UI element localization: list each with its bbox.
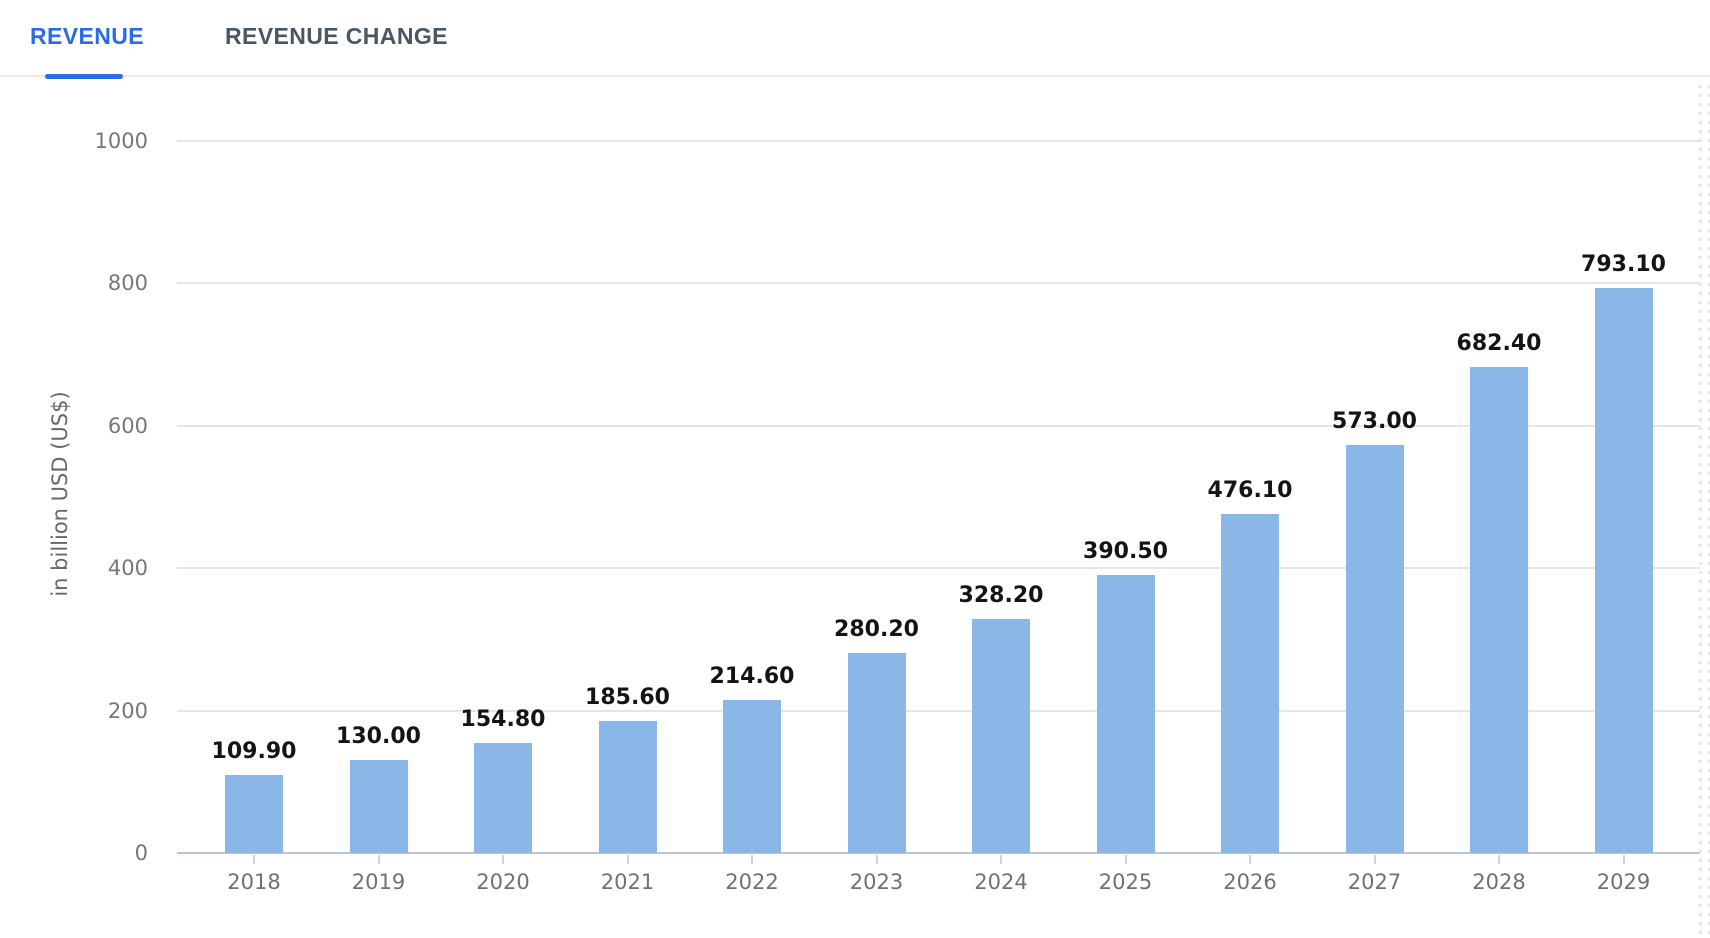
value-label-2028: 682.40 <box>1456 331 1542 357</box>
gridline-600 <box>177 424 1700 427</box>
x-tick-label-2023: 2023 <box>849 870 904 894</box>
bar-2029[interactable] <box>1594 288 1653 853</box>
x-tick-mark-2019 <box>377 855 380 864</box>
bar-2022[interactable] <box>723 700 781 853</box>
bar-2019[interactable] <box>349 760 408 853</box>
y-tick-label-600: 600 <box>107 413 148 438</box>
x-tick-mark-2027 <box>1373 855 1376 864</box>
tab-separator-line <box>0 75 1710 77</box>
value-label-2024: 328.20 <box>958 583 1044 609</box>
x-tick-mark-2024 <box>1000 855 1002 864</box>
x-tick-mark-2020 <box>502 855 504 864</box>
x-tick-mark-2021 <box>626 855 629 864</box>
y-tick-label-800: 800 <box>107 271 148 296</box>
x-tick-label-2018: 2018 <box>227 870 281 894</box>
active-tab-underline <box>45 74 123 79</box>
value-label-2027: 573.00 <box>1332 409 1417 435</box>
x-tick-mark-2022 <box>751 855 753 864</box>
tab-revenue-change[interactable]: REVENUE CHANGE <box>225 0 465 80</box>
background-dot-pattern <box>1696 82 1710 938</box>
x-tick-mark-2026 <box>1249 855 1251 864</box>
bar-2027[interactable] <box>1345 445 1404 853</box>
x-tick-mark-2028 <box>1498 855 1500 864</box>
value-label-2022: 214.60 <box>709 664 795 690</box>
tab-revenue-label: REVENUE <box>30 23 144 49</box>
gridline-1000 <box>177 140 1700 142</box>
bar-2018[interactable] <box>225 774 283 853</box>
bar-2021[interactable] <box>598 720 657 853</box>
value-label-2026: 476.10 <box>1207 478 1293 504</box>
x-tick-mark-2025 <box>1124 855 1127 864</box>
x-tick-mark-2018 <box>253 855 255 864</box>
x-tick-label-2029: 2029 <box>1596 870 1651 894</box>
bar-2023[interactable] <box>847 653 906 853</box>
value-label-2018: 109.90 <box>211 738 297 764</box>
x-tick-label-2020: 2020 <box>476 870 530 894</box>
x-tick-label-2019: 2019 <box>351 870 406 894</box>
value-label-2023: 280.20 <box>834 617 919 643</box>
x-tick-label-2028: 2028 <box>1472 870 1526 894</box>
value-label-2029: 793.10 <box>1581 252 1666 278</box>
x-tick-label-2026: 2026 <box>1223 870 1277 894</box>
value-label-2020: 154.80 <box>460 706 546 732</box>
value-label-2019: 130.00 <box>336 724 421 750</box>
tab-revenue-change-label: REVENUE CHANGE <box>225 23 448 49</box>
x-axis-baseline <box>177 852 1700 854</box>
bar-2025[interactable] <box>1096 574 1155 853</box>
x-tick-label-2027: 2027 <box>1347 870 1402 894</box>
tab-bar: REVENUE REVENUE CHANGE <box>0 0 1710 80</box>
x-tick-mark-2023 <box>875 855 878 864</box>
y-tick-label-400: 400 <box>107 556 148 581</box>
x-tick-label-2024: 2024 <box>974 870 1028 894</box>
gridline-800 <box>177 282 1700 285</box>
tab-revenue[interactable]: REVENUE <box>30 0 144 80</box>
x-tick-label-2021: 2021 <box>600 870 655 894</box>
gridline-200 <box>177 709 1700 712</box>
bar-2028[interactable] <box>1470 367 1528 853</box>
y-tick-label-1000: 1000 <box>94 129 148 153</box>
value-label-2021: 185.60 <box>585 684 670 710</box>
value-label-2025: 390.50 <box>1083 538 1168 564</box>
x-tick-label-2022: 2022 <box>725 870 779 894</box>
x-tick-mark-2029 <box>1622 855 1625 864</box>
bar-2026[interactable] <box>1221 514 1279 853</box>
gridline-400 <box>177 567 1700 570</box>
bar-2024[interactable] <box>972 619 1030 853</box>
y-tick-label-200: 200 <box>107 698 148 723</box>
x-tick-label-2025: 2025 <box>1098 870 1153 894</box>
y-tick-label-0: 0 <box>134 841 148 865</box>
bar-2020[interactable] <box>474 742 532 853</box>
